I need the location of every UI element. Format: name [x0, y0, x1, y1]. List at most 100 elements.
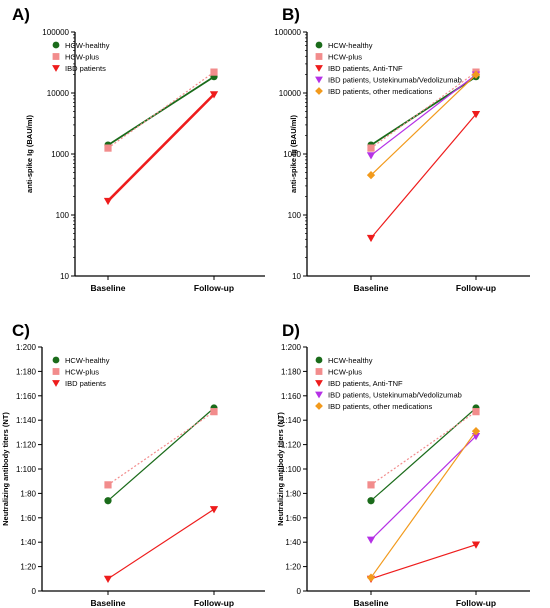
x-tick-label: Baseline [91, 598, 126, 608]
y-tick-label: 0 [32, 587, 37, 596]
legend-label: HCW-plus [65, 53, 99, 62]
data-point [103, 575, 113, 583]
x-tick-label: Baseline [354, 598, 389, 608]
legend-item: IBD patients [52, 379, 106, 388]
data-point [104, 481, 112, 489]
legend-item: HCW-healthy [52, 356, 110, 365]
y-tick-label: 1:80 [20, 489, 36, 498]
legend-item: IBD patients, Anti-TNF [315, 379, 403, 388]
y-tick-label: 100 [288, 211, 302, 220]
legend-label: IBD patients [65, 379, 106, 388]
legend-item: IBD patients, other medications [315, 87, 432, 96]
series-line [370, 411, 477, 486]
legend-marker [315, 402, 323, 410]
legend-label: HCW-plus [65, 368, 99, 377]
legend-item: IBD patients, Ustekinumab/Vedolizumab [315, 76, 462, 85]
legend-label: HCW-plus [328, 368, 362, 377]
x-tick-label: Follow-up [194, 598, 234, 608]
y-tick-label: 1:140 [16, 416, 37, 425]
panel-d: D) 0 1:20 1:40 1:60 1:80 1:100 1:120 1:140 1:160 1… [276, 321, 530, 608]
data-point [210, 68, 218, 76]
legend-label: IBD patients, Ustekinumab/Vedolizumab [328, 76, 462, 85]
y-tick-label: 1:160 [281, 392, 302, 401]
legend-marker [52, 380, 60, 387]
y-tick-label: 10 [292, 272, 301, 281]
series-hcw-healthy [104, 404, 218, 505]
panel-c: C) 0 1:20 1:40 1:60 1:80 1:100 1:120 1:140 1:160 1… [1, 321, 265, 608]
y-axis-title: anti-spike Ig (BAU/ml) [25, 115, 34, 193]
series-line [370, 435, 477, 541]
legend-item: HCW-plus [315, 53, 362, 62]
legend-label: IBD patients, Ustekinumab/Vedolizumab [328, 391, 462, 400]
x-tick-label: Follow-up [194, 283, 234, 293]
panel-a: A) 10 100 1000 10000 100000 Baseline Follow-up a… [12, 5, 265, 293]
y-tick-label: 1:140 [281, 416, 302, 425]
panel-label: B) [282, 5, 300, 24]
x-tick-label: Follow-up [456, 283, 496, 293]
series-hcw-plus [104, 68, 218, 152]
legend-marker [315, 41, 323, 49]
legend-item: HCW-healthy [315, 41, 373, 50]
legend-item: HCW-plus [315, 368, 362, 377]
x-tick-label: Follow-up [456, 598, 496, 608]
legend-marker [52, 41, 60, 49]
legend-label: HCW-healthy [328, 356, 373, 365]
data-point [471, 70, 481, 79]
panel-label: D) [282, 321, 300, 340]
legend-label: IBD patients, other medications [328, 87, 432, 96]
y-tick-label: 10 [60, 272, 69, 281]
y-tick-label: 1:80 [285, 489, 301, 498]
series-line [370, 74, 477, 176]
data-point [104, 144, 112, 152]
y-tick-label: 1:200 [16, 343, 37, 352]
data-point [367, 481, 375, 489]
series-hcw-plus [104, 408, 218, 489]
series-ibd-patients-anti-tnf [366, 541, 481, 583]
data-point [366, 234, 376, 243]
series-ibd-patients-ustekinumab-vedolizumab [366, 71, 481, 160]
legend-marker [315, 76, 323, 84]
legend-marker [315, 368, 323, 375]
y-tick-label: 1:100 [16, 465, 37, 474]
y-tick-label: 1:120 [16, 441, 37, 450]
data-point [471, 427, 481, 436]
panel-label: A) [12, 5, 30, 24]
legend-marker [315, 391, 323, 399]
panel-b: B) 10 100 1000 10000 100000 Baseline Follow-up a… [274, 5, 530, 293]
legend-label: HCW-plus [328, 53, 362, 62]
data-point [366, 152, 376, 160]
legend: HCW-healthy HCW-plus IBD patients [52, 356, 110, 388]
series-hcw-healthy [367, 404, 480, 505]
series-ibd-patients-anti-tnf [366, 111, 481, 243]
legend-label: HCW-healthy [65, 41, 110, 50]
data-point [210, 408, 218, 416]
data-point [209, 506, 219, 514]
legend-item: IBD patients, Anti-TNF [315, 64, 403, 73]
series-ibd-patients-other-medications [366, 427, 481, 582]
y-tick-label: 10000 [279, 89, 302, 98]
legend: HCW-healthy HCW-plus IBD patients, Anti-TN… [315, 356, 462, 411]
series-line [107, 411, 215, 486]
legend-item: IBD patients, Ustekinumab/Vedolizumab [315, 391, 462, 400]
y-tick-label: 1000 [283, 150, 301, 159]
x-tick-label: Baseline [91, 283, 126, 293]
series-line [370, 544, 477, 580]
y-tick-label: 10000 [47, 89, 70, 98]
y-tick-label: 0 [297, 587, 302, 596]
y-tick-label: 1:180 [16, 367, 37, 376]
series-line [370, 430, 477, 578]
data-point [366, 536, 376, 544]
legend-label: IBD patients, other medications [328, 402, 432, 411]
x-tick-label: Baseline [354, 283, 389, 293]
series-line [370, 407, 477, 502]
y-tick-label: 1:160 [16, 392, 37, 401]
series-ibd-patients-other-medications [366, 70, 481, 180]
y-tick-label: 1:20 [285, 563, 301, 572]
legend-marker [52, 65, 60, 72]
legend-label: IBD patients, Anti-TNF [328, 379, 403, 388]
legend-marker [52, 53, 60, 60]
series-line [107, 93, 215, 202]
data-point [471, 111, 481, 119]
